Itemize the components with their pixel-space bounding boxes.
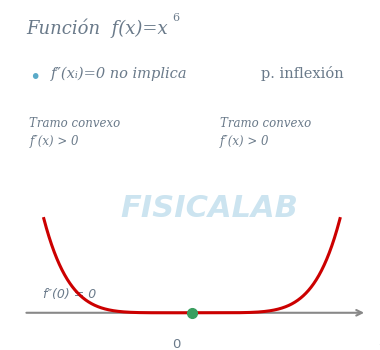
Text: Tramo convexo
f″(x) > 0: Tramo convexo f″(x) > 0	[220, 117, 312, 148]
Text: p. inflexión: p. inflexión	[261, 66, 344, 81]
Text: x: x	[379, 335, 380, 349]
Text: f″(xᵢ)=0 no implica: f″(xᵢ)=0 no implica	[51, 66, 187, 81]
Text: •: •	[29, 68, 41, 87]
Text: Función  f(x)=x: Función f(x)=x	[26, 19, 168, 38]
Text: FISICALAB: FISICALAB	[120, 194, 299, 223]
Text: 0: 0	[172, 338, 180, 350]
Text: Tramo convexo
f″(x) > 0: Tramo convexo f″(x) > 0	[29, 117, 120, 148]
Text: 6: 6	[173, 14, 180, 23]
Text: f″(0) = 0: f″(0) = 0	[43, 288, 97, 301]
